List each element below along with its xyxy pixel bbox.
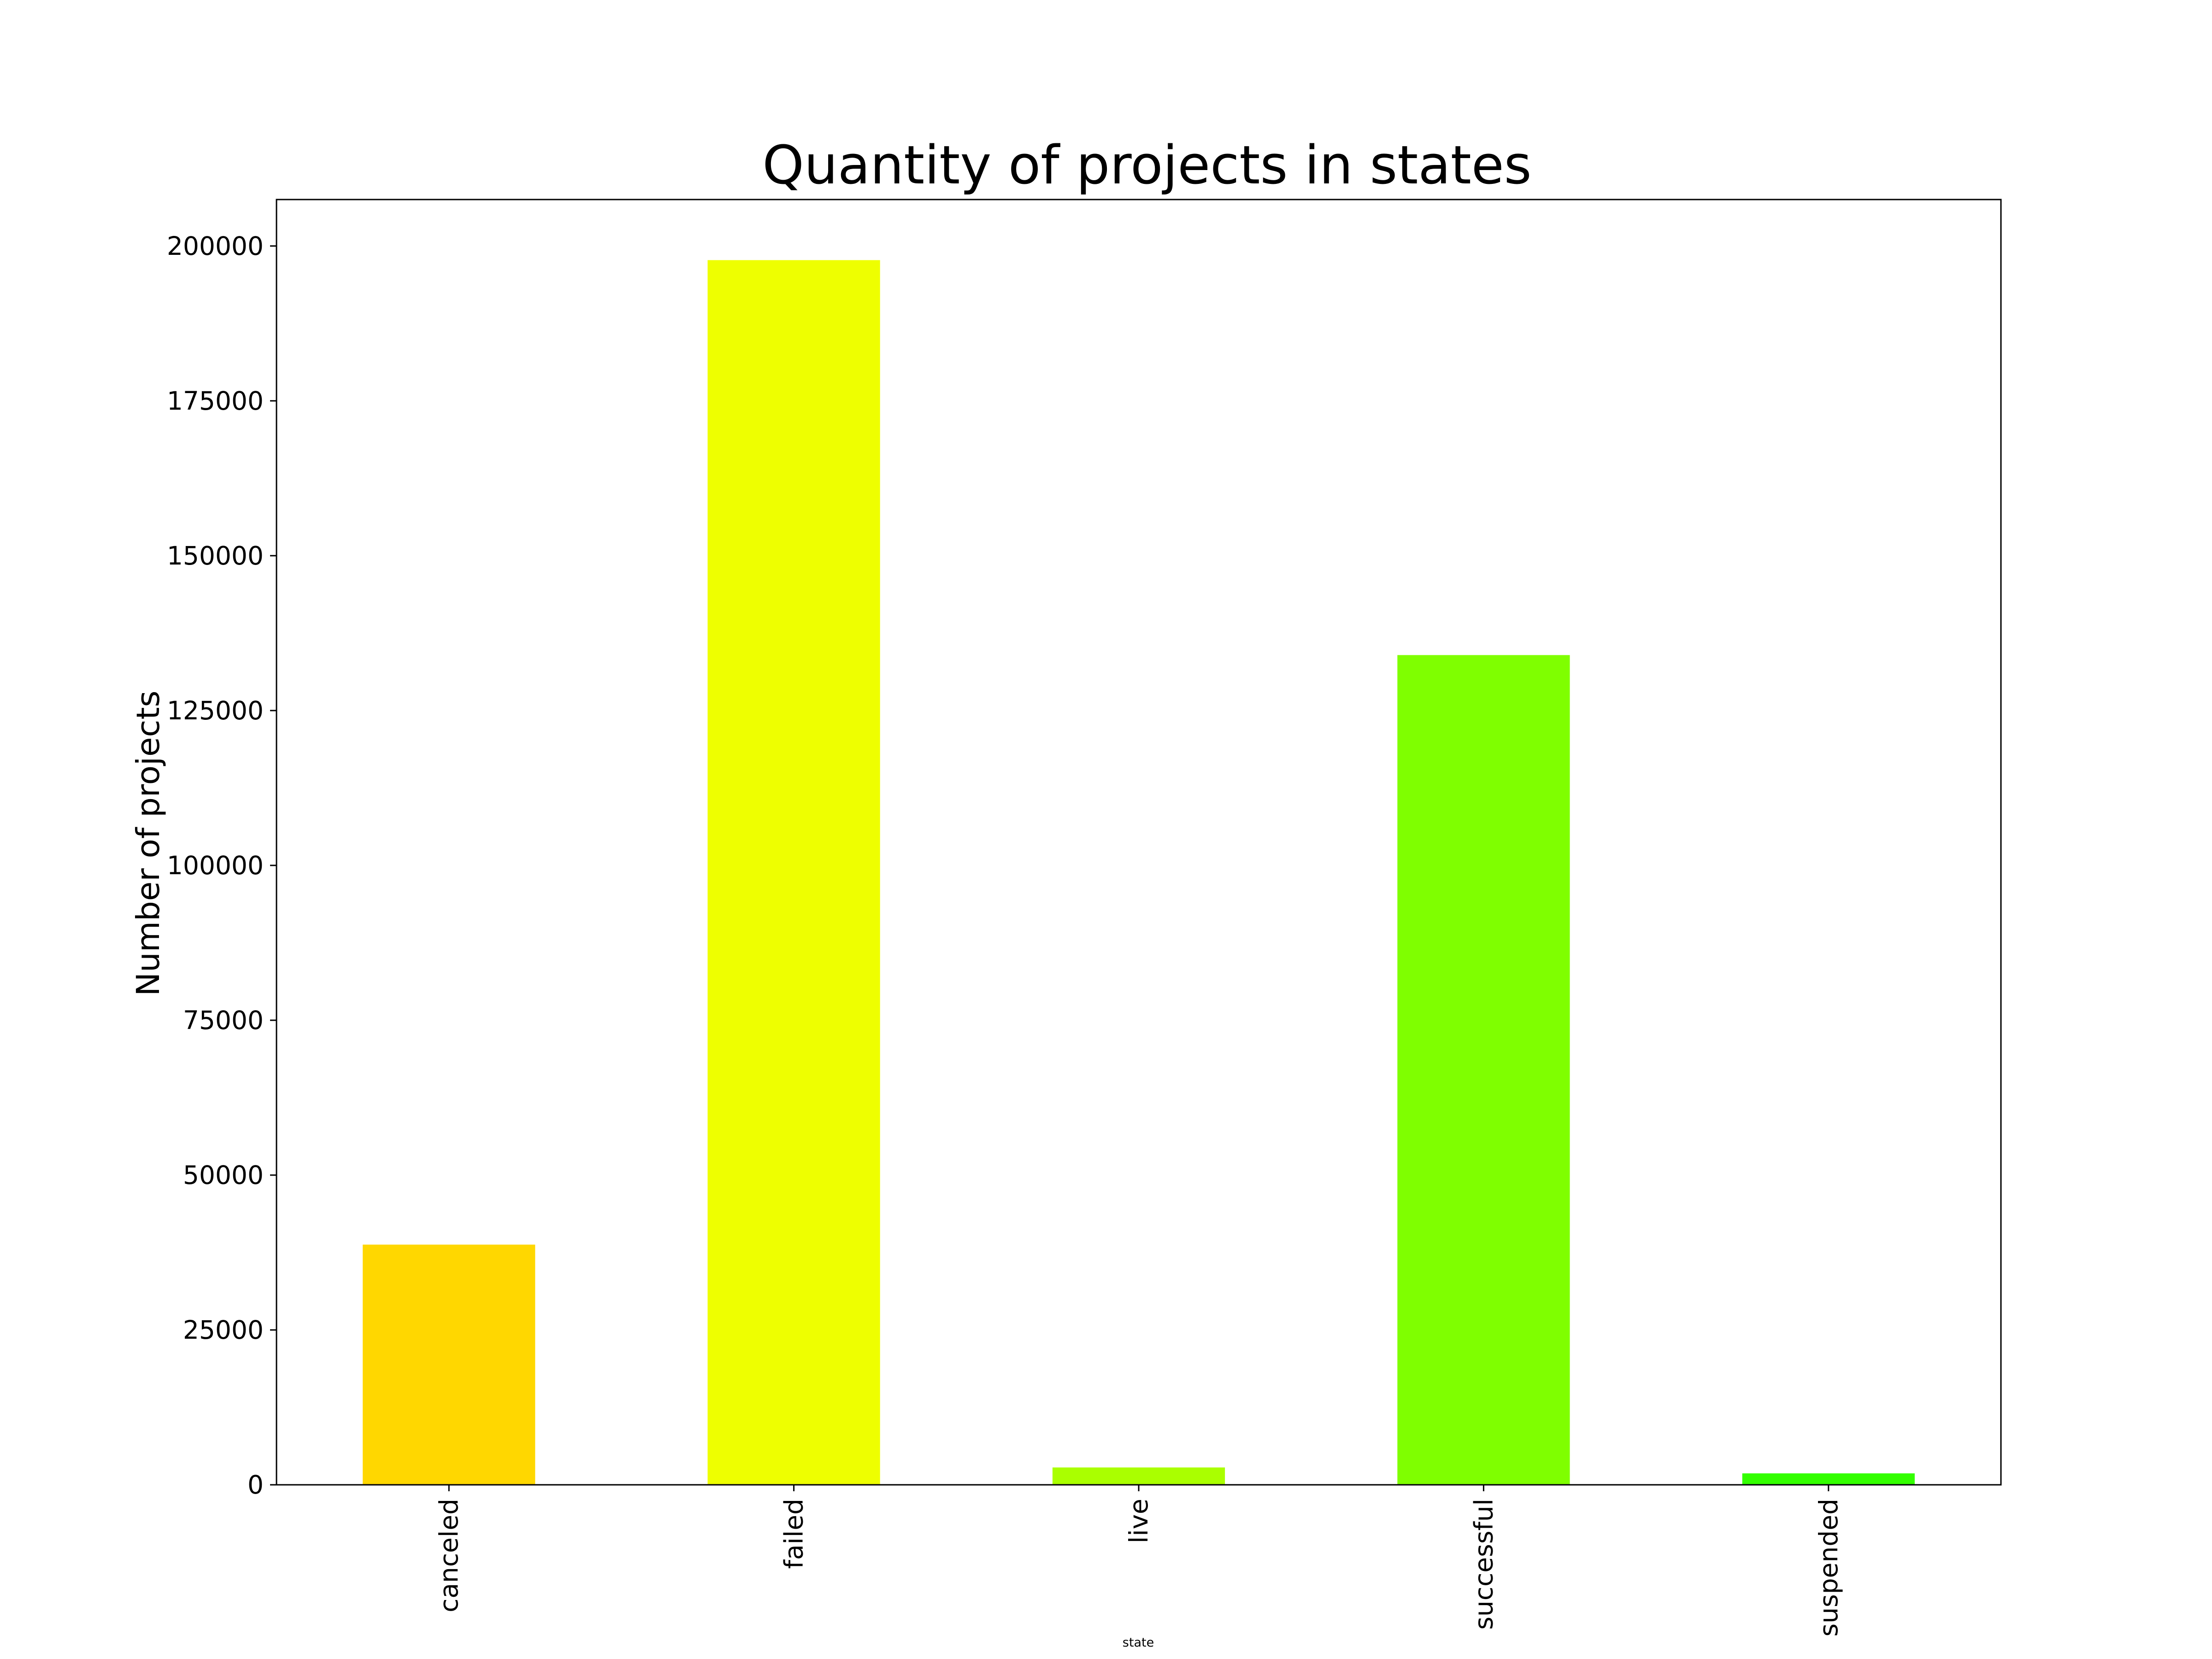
y-axis-ticks: 0 25000 50000 75000 100000 125000 150000 175000…	[167, 231, 276, 1500]
x-tick-label-failed: failed	[779, 1499, 809, 1569]
x-tick-label-successful: successful	[1469, 1499, 1498, 1630]
x-axis-ticks: canceled failed live successful suspended	[434, 1485, 1843, 1636]
x-tick-label-canceled: canceled	[434, 1499, 464, 1612]
y-tick-label-125000: 125000	[167, 696, 264, 725]
bar-successful	[1397, 655, 1570, 1485]
bar-canceled	[363, 1244, 535, 1485]
chart-title: Quantity of projects in states	[762, 135, 1531, 196]
y-axis-label: Number of projects	[130, 691, 167, 996]
x-tick-label-live: live	[1124, 1499, 1153, 1543]
bars-layer	[363, 260, 1915, 1485]
y-tick-label-25000: 25000	[183, 1315, 264, 1345]
x-axis-label: state	[1123, 1635, 1154, 1650]
bar-failed	[707, 260, 880, 1485]
y-tick-label-0: 0	[247, 1470, 264, 1500]
y-tick-label-100000: 100000	[167, 851, 264, 880]
y-tick-label-150000: 150000	[167, 541, 264, 571]
y-tick-label-50000: 50000	[183, 1160, 264, 1190]
bar-suspended	[1742, 1473, 1915, 1485]
bar-live	[1052, 1467, 1225, 1485]
y-tick-label-175000: 175000	[167, 386, 264, 416]
y-tick-label-75000: 75000	[183, 1006, 264, 1035]
x-tick-label-suspended: suspended	[1814, 1499, 1843, 1636]
y-tick-label-200000: 200000	[167, 231, 264, 261]
plot-area-frame	[276, 199, 2002, 1486]
